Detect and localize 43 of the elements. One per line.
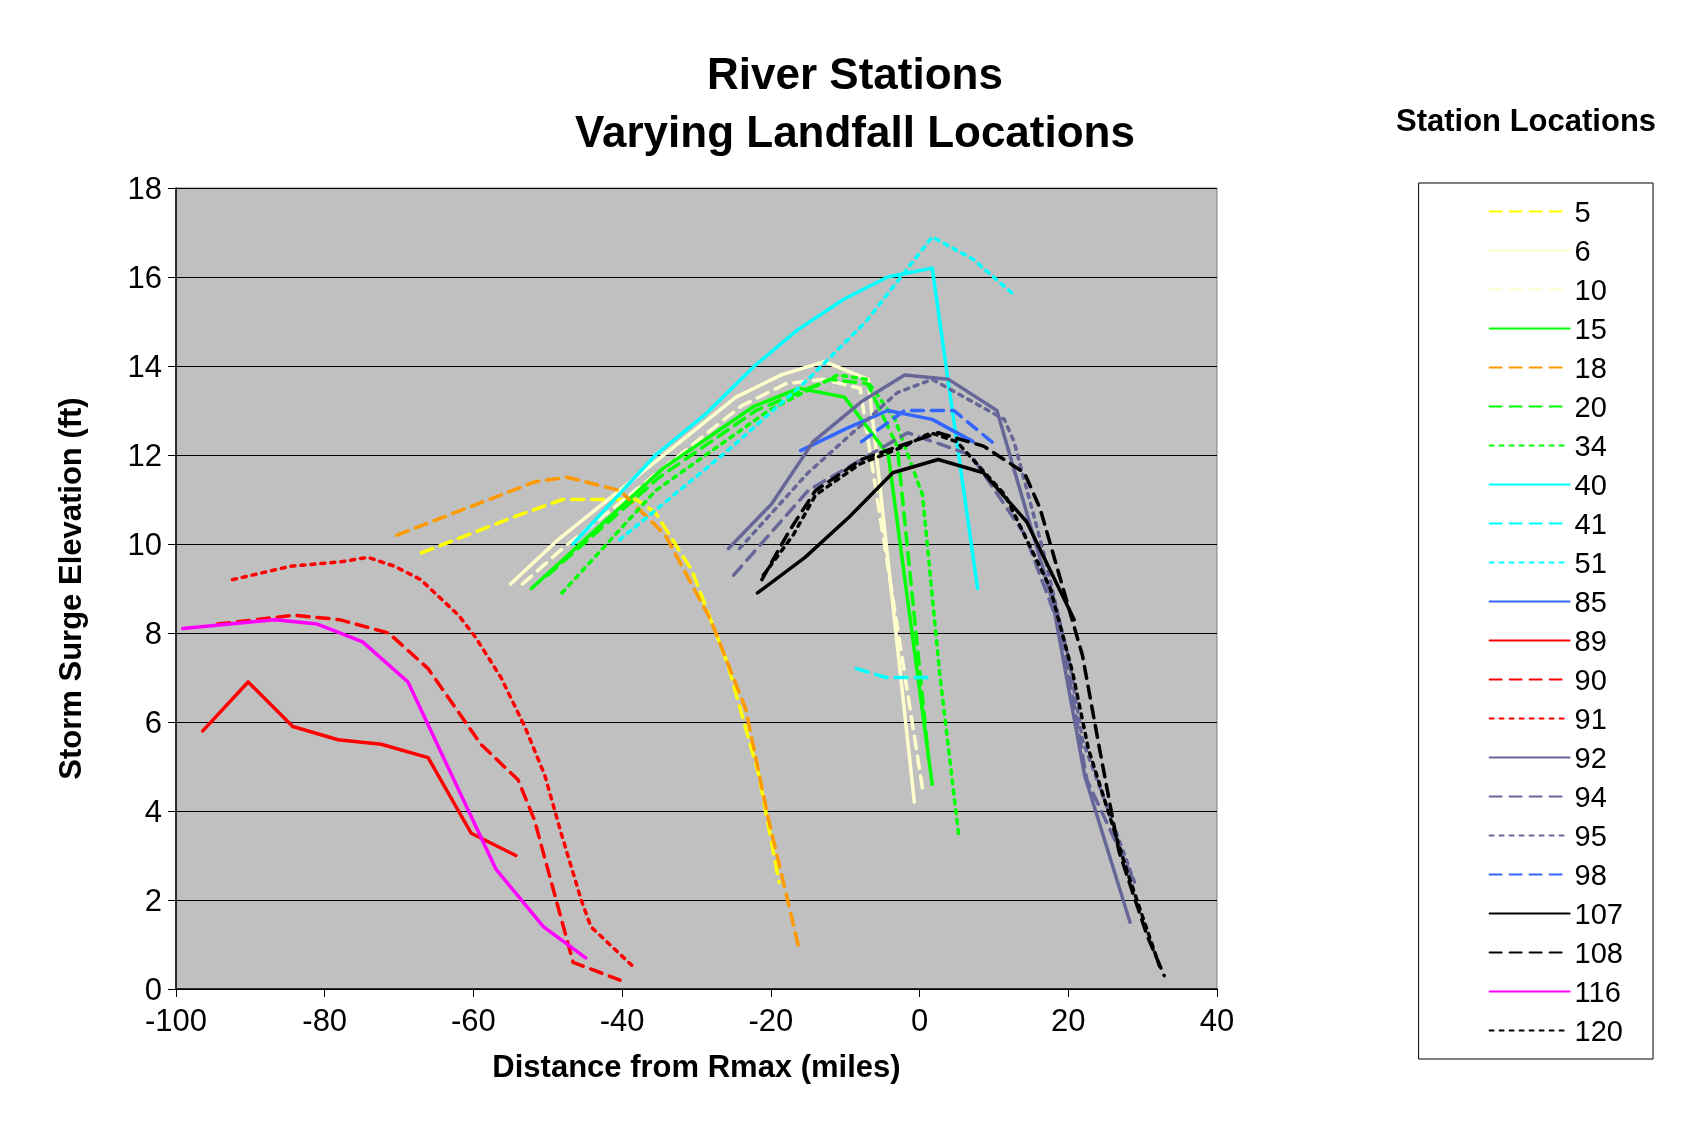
legend-label: 34 — [1574, 429, 1607, 462]
legend-label: 41 — [1574, 507, 1607, 540]
legend-label: 51 — [1574, 546, 1607, 579]
chart-subtitle: Varying Landfall Locations — [575, 106, 1135, 156]
y-tick-label: 2 — [144, 882, 162, 918]
y-tick-label: 6 — [144, 704, 162, 740]
x-tick-label: 20 — [1051, 1003, 1086, 1038]
x-tick-label: 40 — [1199, 1003, 1235, 1038]
y-tick-label: 8 — [144, 615, 162, 651]
y-tick-label: 18 — [127, 170, 162, 206]
y-tick-label: 10 — [127, 526, 162, 562]
legend-label: 120 — [1574, 1014, 1624, 1047]
legend-label: 91 — [1574, 702, 1607, 735]
y-tick-label: 4 — [144, 793, 162, 829]
legend-label: 98 — [1574, 858, 1607, 891]
legend-label: 5 — [1574, 195, 1591, 228]
legend-label: 6 — [1574, 234, 1591, 267]
x-tick-label: -40 — [599, 1003, 645, 1038]
x-tick-label: -60 — [451, 1003, 496, 1038]
legend-label: 108 — [1574, 936, 1624, 969]
y-axis-title: Storm Surge Elevation (ft) — [53, 397, 88, 780]
legend-label: 20 — [1574, 390, 1607, 423]
y-tick-label: 16 — [127, 259, 162, 295]
legend-label: 116 — [1574, 975, 1621, 1008]
legend-label: 107 — [1574, 897, 1624, 930]
chart-title: River Stations — [707, 48, 1003, 98]
legend-label: 15 — [1574, 312, 1607, 345]
y-tick-label: 12 — [127, 437, 162, 473]
x-axis-title: Distance from Rmax (miles) — [492, 1049, 901, 1084]
legend-label: 10 — [1574, 273, 1607, 306]
x-tick-label: -80 — [302, 1003, 348, 1038]
y-tick-label: 14 — [127, 348, 162, 384]
x-tick-label: -20 — [748, 1003, 794, 1038]
legend-label: 85 — [1574, 585, 1607, 618]
legend-label: 89 — [1574, 624, 1607, 657]
legend-label: 18 — [1574, 351, 1607, 384]
x-tick-label: 0 — [910, 1003, 929, 1038]
legend-label: 40 — [1574, 468, 1607, 501]
legend-title: Station Locations — [1396, 103, 1657, 138]
legend-label: 94 — [1574, 780, 1607, 813]
legend-label: 90 — [1574, 663, 1607, 696]
legend-label: 92 — [1574, 741, 1607, 774]
legend-label: 95 — [1574, 819, 1607, 852]
